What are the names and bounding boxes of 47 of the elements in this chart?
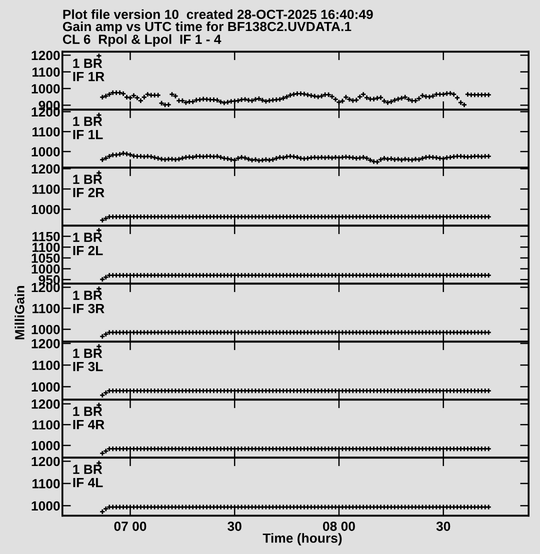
y-tick-label: 1200 — [32, 399, 60, 409]
chart-title: Plot file version 10 created 28-OCT-2025 16:40:49 — [63, 9, 373, 20]
annotation: 1 BR — [73, 464, 102, 474]
y-tick-label: 1200 — [32, 164, 60, 174]
y-tick-label: 1000 — [32, 84, 60, 94]
annotation: IF 1R — [73, 72, 104, 82]
annotation: IF 4R — [73, 420, 104, 430]
y-tick-label: 1100 — [32, 420, 60, 430]
annotation: IF 2R — [73, 188, 104, 198]
y-tick-label: 1000 — [32, 501, 60, 511]
annotation: 1 BR — [73, 290, 102, 300]
annotation: 1 BR — [73, 58, 102, 68]
annotation: IF 4L — [73, 478, 103, 488]
y-tick-label: 1100 — [32, 304, 60, 314]
chart-subtitle: Gain amp vs UTC time for BF138C2.UVDATA.1 CL 6 Rpol & Lpol IF 1 - 4 — [62, 22, 352, 47]
y-tick-label: 1100 — [32, 67, 60, 77]
x-tick-label: 07 00 — [114, 522, 146, 531]
y-tick-label: 1100 — [32, 184, 60, 194]
x-tick-label: 30 — [228, 522, 242, 531]
y-axis-title: MilliGain — [14, 286, 24, 340]
y-tick-label: 1050 — [32, 254, 60, 263]
annotation: 1 BR — [73, 232, 102, 242]
y-tick-label: 1200 — [32, 339, 60, 348]
y-tick-label: 1000 — [32, 264, 60, 274]
y-tick-label: 1100 — [32, 479, 60, 488]
annotation: IF 3R — [73, 304, 104, 314]
y-tick-label: 1200 — [32, 456, 60, 466]
y-tick-label: 1000 — [32, 147, 60, 156]
annotation: 1 BR — [73, 116, 102, 126]
annotation: IF 2L — [73, 246, 103, 256]
annotation: 1 BR — [73, 174, 102, 184]
annotation: 1 BR — [73, 406, 102, 416]
y-tick-label: 1000 — [32, 441, 60, 450]
x-axis-title: Time (hours) — [262, 533, 342, 546]
y-tick-label: 1200 — [32, 50, 60, 60]
y-tick-label: 1150 — [32, 232, 60, 242]
annotation: 1 BR — [73, 348, 102, 358]
y-tick-label: 1000 — [32, 204, 60, 214]
y-tick-label: 1100 — [32, 242, 60, 252]
x-tick-label: 30 — [436, 522, 450, 531]
annotation: IF 1L — [73, 130, 103, 140]
y-tick-label: 1000 — [32, 382, 60, 392]
y-tick-label: 1100 — [32, 127, 60, 137]
y-tick-label: 1000 — [32, 324, 60, 334]
x-tick-label: 08 00 — [323, 522, 355, 531]
annotation: IF 3L — [73, 362, 103, 372]
y-tick-label: 1100 — [32, 360, 60, 370]
